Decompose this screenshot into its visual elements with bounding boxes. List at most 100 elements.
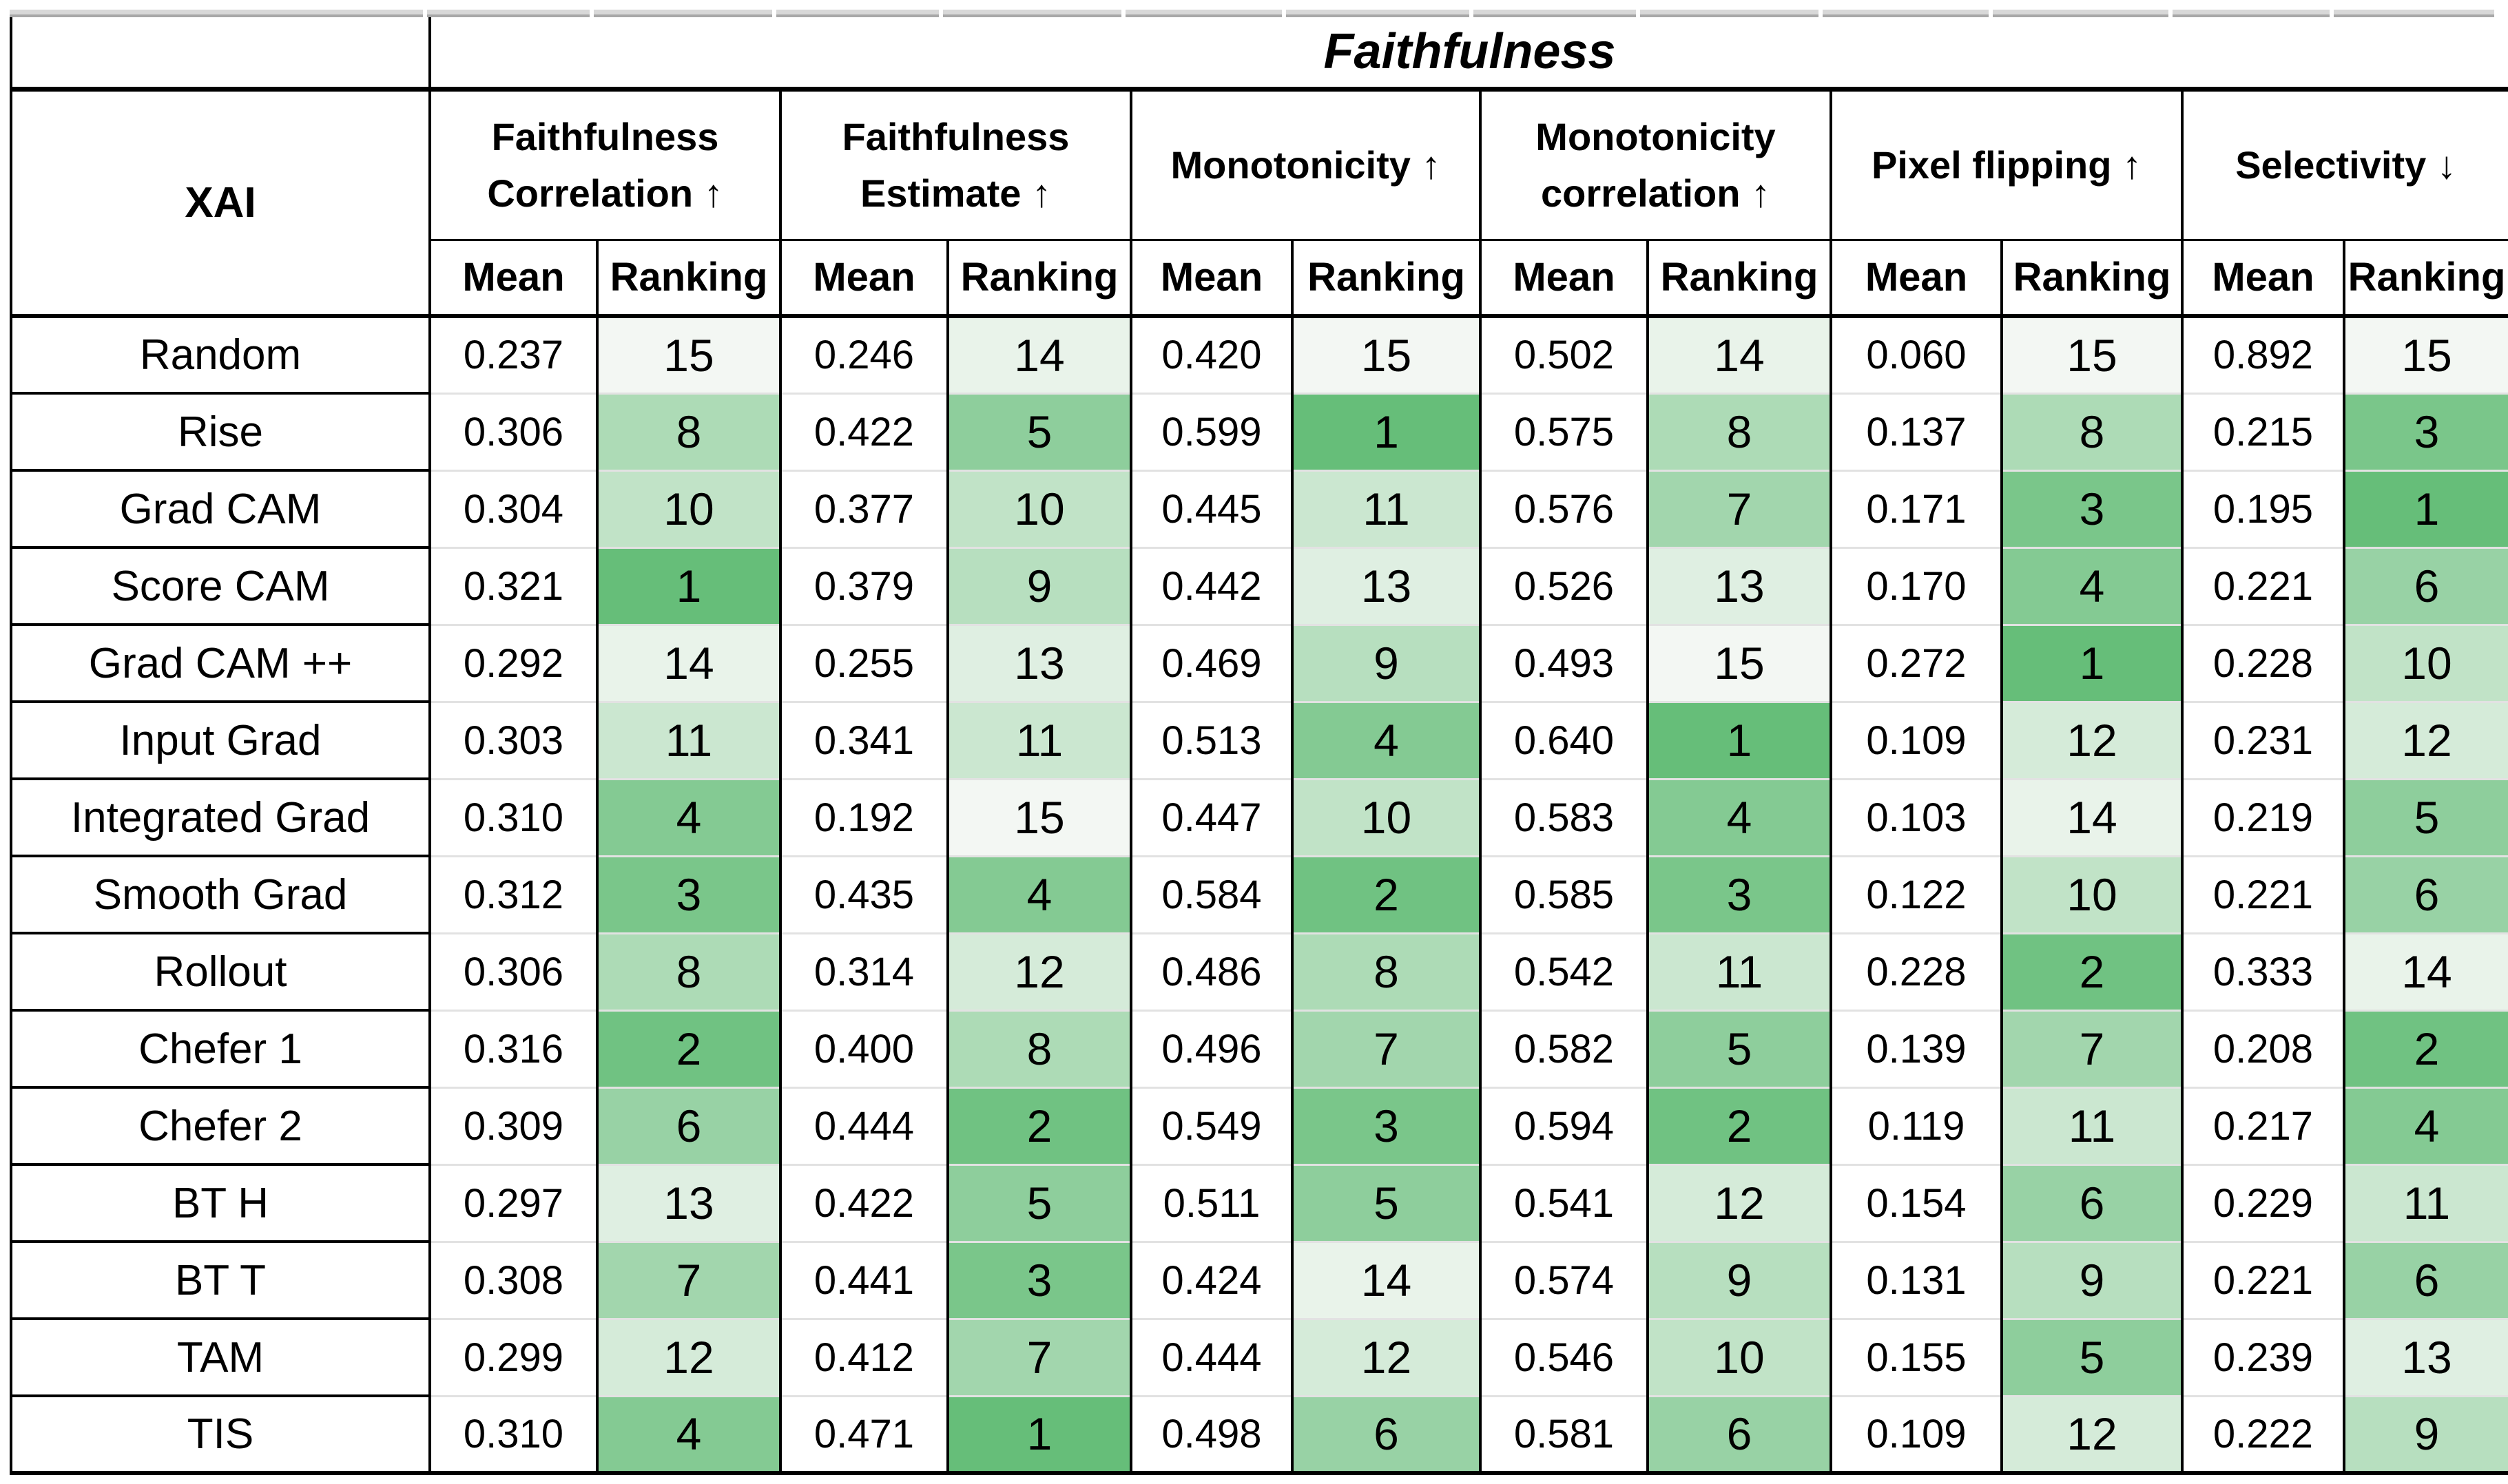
method-cell: TAM (11, 1317, 431, 1396)
table-row: Rise 0.306 8 0.422 5 0.599 1 0.575 8 0.137 8 0.215 3 (11, 392, 2508, 470)
rank-value-cell: 4 (596, 777, 780, 856)
method-cell: Chefer 2 (11, 1086, 431, 1164)
ranking-header-cell: Ranking (1646, 240, 1831, 318)
gridline-segment (942, 10, 1121, 17)
rank-value-cell: 7 (1646, 469, 1831, 547)
mean-value-cell: 0.192 (779, 777, 948, 856)
mean-value-cell: 0.574 (1479, 1240, 1648, 1319)
rank-value-cell: 9 (1646, 1240, 1831, 1319)
mean-value-cell: 0.333 (2181, 932, 2344, 1010)
rank-value-cell: 9 (2343, 1394, 2508, 1473)
mean-value-cell: 0.541 (1479, 1163, 1648, 1242)
mean-value-cell: 0.511 (1130, 1163, 1292, 1242)
table-row: Chefer 2 0.309 6 0.444 2 0.549 3 0.594 2 0.119 11 0… (11, 1086, 2508, 1164)
mean-value-cell: 0.542 (1479, 932, 1648, 1010)
rank-value-cell: 12 (596, 1317, 780, 1396)
rank-value-cell: 2 (2343, 1009, 2508, 1087)
table-row: Grad CAM ++ 0.292 14 0.255 13 0.469 9 0.493 15 0.… (11, 623, 2508, 702)
metric-header-monotonicity: Monotonicity ↑ (1130, 89, 1480, 241)
mean-value-cell: 0.246 (779, 315, 948, 393)
rank-value-cell: 14 (1291, 1240, 1480, 1319)
mean-value-cell: 0.219 (2181, 777, 2344, 856)
mean-value-cell: 0.599 (1130, 392, 1292, 470)
mean-value-cell: 0.420 (1130, 315, 1292, 393)
rank-value-cell: 7 (946, 1317, 1131, 1396)
metric-label: Faithfulness Estimate (842, 115, 1070, 215)
mean-value-cell: 0.312 (428, 855, 597, 933)
rank-value-cell: 2 (2000, 932, 2182, 1010)
gridline-segment (1473, 10, 1636, 17)
spreadsheet-gridline-strip (10, 10, 2498, 17)
mean-value-cell: 0.139 (1830, 1009, 2002, 1087)
rank-value-cell: 2 (1646, 1086, 1831, 1164)
mean-value-cell: 0.103 (1830, 777, 2002, 856)
mean-value-cell: 0.441 (779, 1240, 948, 1319)
xai-column-header: XAI (11, 89, 431, 318)
mean-value-cell: 0.584 (1130, 855, 1292, 933)
table-row: Rollout 0.306 8 0.314 12 0.486 8 0.542 11 0.228 2 0… (11, 932, 2508, 1010)
rank-value-cell: 6 (2343, 855, 2508, 933)
method-cell: Chefer 1 (11, 1009, 431, 1087)
rank-value-cell: 11 (1646, 932, 1831, 1010)
mean-value-cell: 0.379 (779, 546, 948, 625)
rank-value-cell: 5 (1291, 1163, 1480, 1242)
rank-value-cell: 11 (946, 700, 1131, 779)
rank-value-cell: 2 (1291, 855, 1480, 933)
mean-value-cell: 0.575 (1479, 392, 1648, 470)
mean-value-cell: 0.221 (2181, 855, 2344, 933)
mean-value-cell: 0.640 (1479, 700, 1648, 779)
rank-value-cell: 13 (2343, 1317, 2508, 1396)
mean-value-cell: 0.496 (1130, 1009, 1292, 1087)
mean-value-cell: 0.306 (428, 932, 597, 1010)
mean-value-cell: 0.321 (428, 546, 597, 625)
gridline-segment (2172, 10, 2330, 17)
mean-value-cell: 0.109 (1830, 700, 2002, 779)
rank-value-cell: 4 (1291, 700, 1480, 779)
ranking-header-cell: Ranking (2343, 240, 2508, 318)
rank-value-cell: 4 (946, 855, 1131, 933)
metric-header-faithfulness-estimate: Faithfulness Estimate ↑ (779, 89, 1131, 241)
mean-value-cell: 0.304 (428, 469, 597, 547)
table-row: BT T 0.308 7 0.441 3 0.424 14 0.574 9 0.131 9 0.221… (11, 1240, 2508, 1319)
mean-header-cell: Mean (1479, 240, 1648, 318)
rank-value-cell: 9 (946, 546, 1131, 625)
mean-value-cell: 0.229 (2181, 1163, 2344, 1242)
mean-value-cell: 0.469 (1130, 623, 1292, 702)
rank-value-cell: 1 (1291, 392, 1480, 470)
rank-value-cell: 12 (2343, 700, 2508, 779)
mean-value-cell: 0.493 (1479, 623, 1648, 702)
rank-value-cell: 10 (1646, 1317, 1831, 1396)
table-row: TIS 0.310 4 0.471 1 0.498 6 0.581 6 0.109 12 0.222 9 (11, 1394, 2508, 1473)
method-cell: Random (11, 315, 431, 393)
rank-value-cell: 13 (1291, 546, 1480, 625)
mean-value-cell: 0.154 (1830, 1163, 2002, 1242)
rank-value-cell: 15 (946, 777, 1131, 856)
rank-value-cell: 13 (596, 1163, 780, 1242)
rank-value-cell: 10 (1291, 777, 1480, 856)
rank-value-cell: 10 (2000, 855, 2182, 933)
gridline-segment (426, 10, 590, 17)
mean-value-cell: 0.171 (1830, 469, 2002, 547)
mean-value-cell: 0.422 (779, 392, 948, 470)
rank-value-cell: 6 (2000, 1163, 2182, 1242)
rank-value-cell: 4 (596, 1394, 780, 1473)
gridline-segment (593, 10, 772, 17)
mean-value-cell: 0.060 (1830, 315, 2002, 393)
mean-value-cell: 0.272 (1830, 623, 2002, 702)
table-row: Grad CAM 0.304 10 0.377 10 0.445 11 0.576 7 0.171… (11, 469, 2508, 547)
rank-value-cell: 12 (1291, 1317, 1480, 1396)
mean-value-cell: 0.109 (1830, 1394, 2002, 1473)
mean-value-cell: 0.549 (1130, 1086, 1292, 1164)
rank-value-cell: 7 (596, 1240, 780, 1319)
method-cell: Input Grad (11, 700, 431, 779)
mean-value-cell: 0.502 (1479, 315, 1648, 393)
mean-value-cell: 0.444 (779, 1086, 948, 1164)
mean-value-cell: 0.239 (2181, 1317, 2344, 1396)
rank-value-cell: 3 (1291, 1086, 1480, 1164)
rank-value-cell: 12 (1646, 1163, 1831, 1242)
rank-value-cell: 8 (596, 932, 780, 1010)
rank-value-cell: 11 (596, 700, 780, 779)
mean-value-cell: 0.447 (1130, 777, 1292, 856)
rank-value-cell: 12 (2000, 1394, 2182, 1473)
mean-value-cell: 0.341 (779, 700, 948, 779)
